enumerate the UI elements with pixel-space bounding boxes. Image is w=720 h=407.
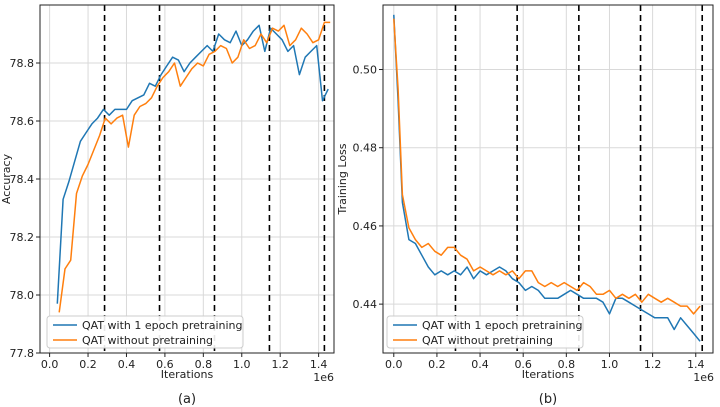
- loss-y-tick-label: 0.48: [353, 142, 378, 155]
- loss-x-ticks: 0.0 0.2 0.4 0.6 0.8 1.0 1.2 1.4: [385, 353, 704, 371]
- accuracy-series-line-pretrained: [56, 24, 329, 304]
- accuracy-x-tick-label: 0.0: [41, 358, 59, 371]
- accuracy-y-tick-label: 78.6: [10, 115, 35, 128]
- loss-grid: [383, 5, 713, 353]
- accuracy-series-line-no-pretraining: [58, 21, 331, 313]
- loss-x-axis-label: Iterations: [522, 368, 575, 381]
- accuracy-x-tick-label: 0.8: [195, 358, 213, 371]
- loss-x-offset-label: 1e6: [693, 371, 714, 384]
- accuracy-chart-panel: 0.0 0.2 0.4 0.6 0.8 1.0 1.2 1.4 77.8 78.0 78.2 78.…: [0, 4, 335, 407]
- loss-x-tick-label: 0.2: [428, 358, 446, 371]
- accuracy-y-tick-label: 78.2: [10, 231, 35, 244]
- accuracy-series: [56, 21, 331, 313]
- accuracy-x-tick-label: 1.2: [271, 358, 289, 371]
- accuracy-y-axis-label: Accuracy: [0, 153, 13, 204]
- loss-x-tick-label: 1.4: [687, 358, 705, 371]
- loss-x-tick-label: 0.4: [471, 358, 489, 371]
- loss-y-tick-label: 0.44: [353, 298, 378, 311]
- training-loss-chart-panel: 0.0 0.2 0.4 0.6 0.8 1.0 1.2 1.4 0.44 0.46 0.48 0.5…: [336, 4, 714, 407]
- accuracy-x-tick-label: 0.2: [79, 358, 97, 371]
- loss-legend-label-no-pretraining: QAT without pretraining: [422, 334, 553, 347]
- accuracy-caption: (a): [178, 392, 196, 407]
- loss-plot-frame: [382, 4, 714, 354]
- accuracy-y-tick-label: 78.8: [10, 57, 35, 70]
- accuracy-y-tick-label: 78.0: [10, 289, 35, 302]
- accuracy-phase-lines: [103, 5, 326, 353]
- accuracy-y-ticks: 77.8 78.0 78.2 78.4 78.6 78.8: [10, 57, 40, 360]
- loss-series: [393, 14, 701, 342]
- loss-y-tick-label: 0.46: [353, 220, 378, 233]
- accuracy-legend-label-no-pretraining: QAT without pretraining: [82, 334, 213, 347]
- accuracy-legend-label-pretrained: QAT with 1 epoch pretraining: [82, 319, 243, 332]
- accuracy-x-tick-label: 1.0: [233, 358, 251, 371]
- loss-x-tick-label: 0.0: [385, 358, 403, 371]
- accuracy-x-tick-label: 0.4: [118, 358, 136, 371]
- accuracy-y-tick-label: 78.4: [10, 173, 35, 186]
- accuracy-legend-box: [46, 315, 244, 349]
- accuracy-y-tick-label: 77.8: [10, 347, 35, 360]
- accuracy-x-offset-label: 1e6: [313, 371, 334, 384]
- loss-legend-box: [386, 315, 584, 349]
- accuracy-x-tick-label: 1.4: [310, 358, 328, 371]
- loss-legend: QAT with 1 epoch pretraining QAT without…: [386, 315, 584, 349]
- loss-y-ticks: 0.44 0.46 0.48 0.50: [353, 64, 383, 311]
- accuracy-x-axis-label: Iterations: [161, 368, 214, 381]
- loss-legend-label-pretrained: QAT with 1 epoch pretraining: [422, 319, 583, 332]
- loss-y-tick-label: 0.50: [353, 64, 378, 77]
- loss-series-line-pretrained: [393, 14, 701, 342]
- accuracy-legend: QAT with 1 epoch pretraining QAT without…: [46, 315, 244, 349]
- loss-series-line-no-pretraining: [393, 18, 701, 315]
- loss-caption: (b): [539, 392, 557, 407]
- loss-x-tick-label: 0.8: [558, 358, 576, 371]
- loss-x-tick-label: 1.2: [644, 358, 662, 371]
- loss-plot-background: [383, 5, 713, 353]
- accuracy-x-tick-label: 0.6: [156, 358, 174, 371]
- accuracy-x-ticks: 0.0 0.2 0.4 0.6 0.8 1.0 1.2 1.4: [41, 353, 328, 371]
- loss-x-tick-label: 1.0: [601, 358, 619, 371]
- loss-x-tick-label: 0.6: [514, 358, 532, 371]
- loss-y-axis-label: Training Loss: [336, 143, 349, 215]
